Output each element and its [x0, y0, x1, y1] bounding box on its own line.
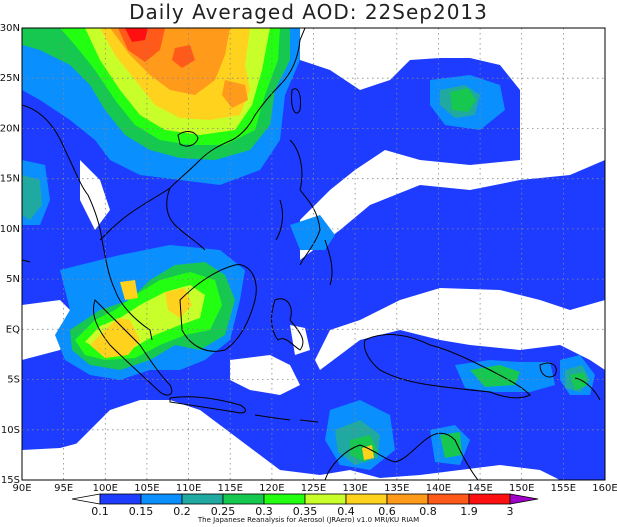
colorbar-tick-label: 1.9	[460, 505, 478, 518]
colorbar-swatch	[427, 493, 470, 505]
lon-tick-label: 95E	[54, 483, 73, 494]
colorbar-tick-label: 0.15	[129, 505, 154, 518]
lon-tick-label: 110E	[176, 483, 201, 494]
colorbar-high-triangle	[509, 493, 539, 505]
lat-tick-label: 10S	[1, 425, 20, 436]
lon-tick-label: 140E	[426, 483, 451, 494]
colorbar: 0.1 0.15 0.2 0.25 0.3 0.35 0.4 0.6 0.8 1.9 3	[71, 493, 539, 518]
lat-tick-label: 20N	[0, 123, 20, 134]
colorbar-tick-label: 3	[507, 505, 514, 518]
map-title: Daily Averaged AOD: 22Sep2013	[129, 0, 488, 24]
colorbar-swatch	[222, 493, 265, 505]
colorbar-tick-label: 0.8	[419, 505, 437, 518]
lon-tick-label: 155E	[551, 483, 576, 494]
longitude-tick-labels: 90E 95E 100E 105E 110E 115E 120E 125E 130E 135E 14…	[12, 483, 617, 494]
colorbar-swatch	[386, 493, 429, 505]
colorbar-tick-label: 0.2	[173, 505, 191, 518]
aod-fields	[22, 28, 605, 480]
colorbar-swatch	[140, 493, 183, 505]
lat-tick-label: EQ	[6, 324, 20, 335]
lat-tick-label: 15N	[0, 174, 20, 185]
credit-line: The Japanese Reanalysis for Aerosol (JRA…	[197, 516, 420, 524]
lon-tick-label: 115E	[218, 483, 243, 494]
colorbar-swatch	[181, 493, 224, 505]
colorbar-tick-label: 0.3	[255, 505, 273, 518]
lon-tick-label: 150E	[509, 483, 534, 494]
lon-tick-label: 145E	[467, 483, 492, 494]
aod-level-0.2	[22, 175, 42, 220]
colorbar-tick-label: 0.35	[293, 505, 318, 518]
lat-tick-label: 25N	[0, 73, 20, 84]
colorbar-swatch	[263, 493, 306, 505]
lon-tick-label: 105E	[134, 483, 159, 494]
lon-tick-label: 100E	[93, 483, 118, 494]
latitude-tick-labels: 30N 25N 20N 15N 10N 5N EQ 5S 10S 15S	[0, 23, 20, 486]
colorbar-low-triangle	[71, 493, 101, 505]
coastlines	[22, 28, 601, 480]
lon-tick-label: 125E	[301, 483, 326, 494]
colorbar-tick-label: 0.1	[91, 505, 109, 518]
lon-tick-label: 135E	[384, 483, 409, 494]
lat-tick-label: 10N	[0, 224, 20, 235]
lat-tick-label: 5N	[6, 274, 20, 285]
lat-tick-label: 30N	[0, 23, 20, 34]
colorbar-tick-label: 0.4	[337, 505, 355, 518]
graticule	[22, 28, 605, 480]
colorbar-swatch	[345, 493, 388, 505]
colorbar-tick-label: 0.25	[211, 505, 236, 518]
aod-level-3	[125, 28, 148, 42]
colorbar-swatch	[99, 493, 142, 505]
colorbar-swatch	[468, 493, 511, 505]
colorbar-tick-label: 0.6	[378, 505, 396, 518]
lon-tick-label: 130E	[342, 483, 367, 494]
lat-tick-label: 5S	[7, 375, 20, 386]
lat-tick-label: 15S	[1, 475, 20, 486]
lon-tick-label: 90E	[12, 483, 31, 494]
lon-tick-label: 120E	[259, 483, 284, 494]
lon-tick-label: 160E	[592, 483, 617, 494]
plot-frame	[21, 27, 606, 481]
colorbar-swatch	[304, 493, 347, 505]
